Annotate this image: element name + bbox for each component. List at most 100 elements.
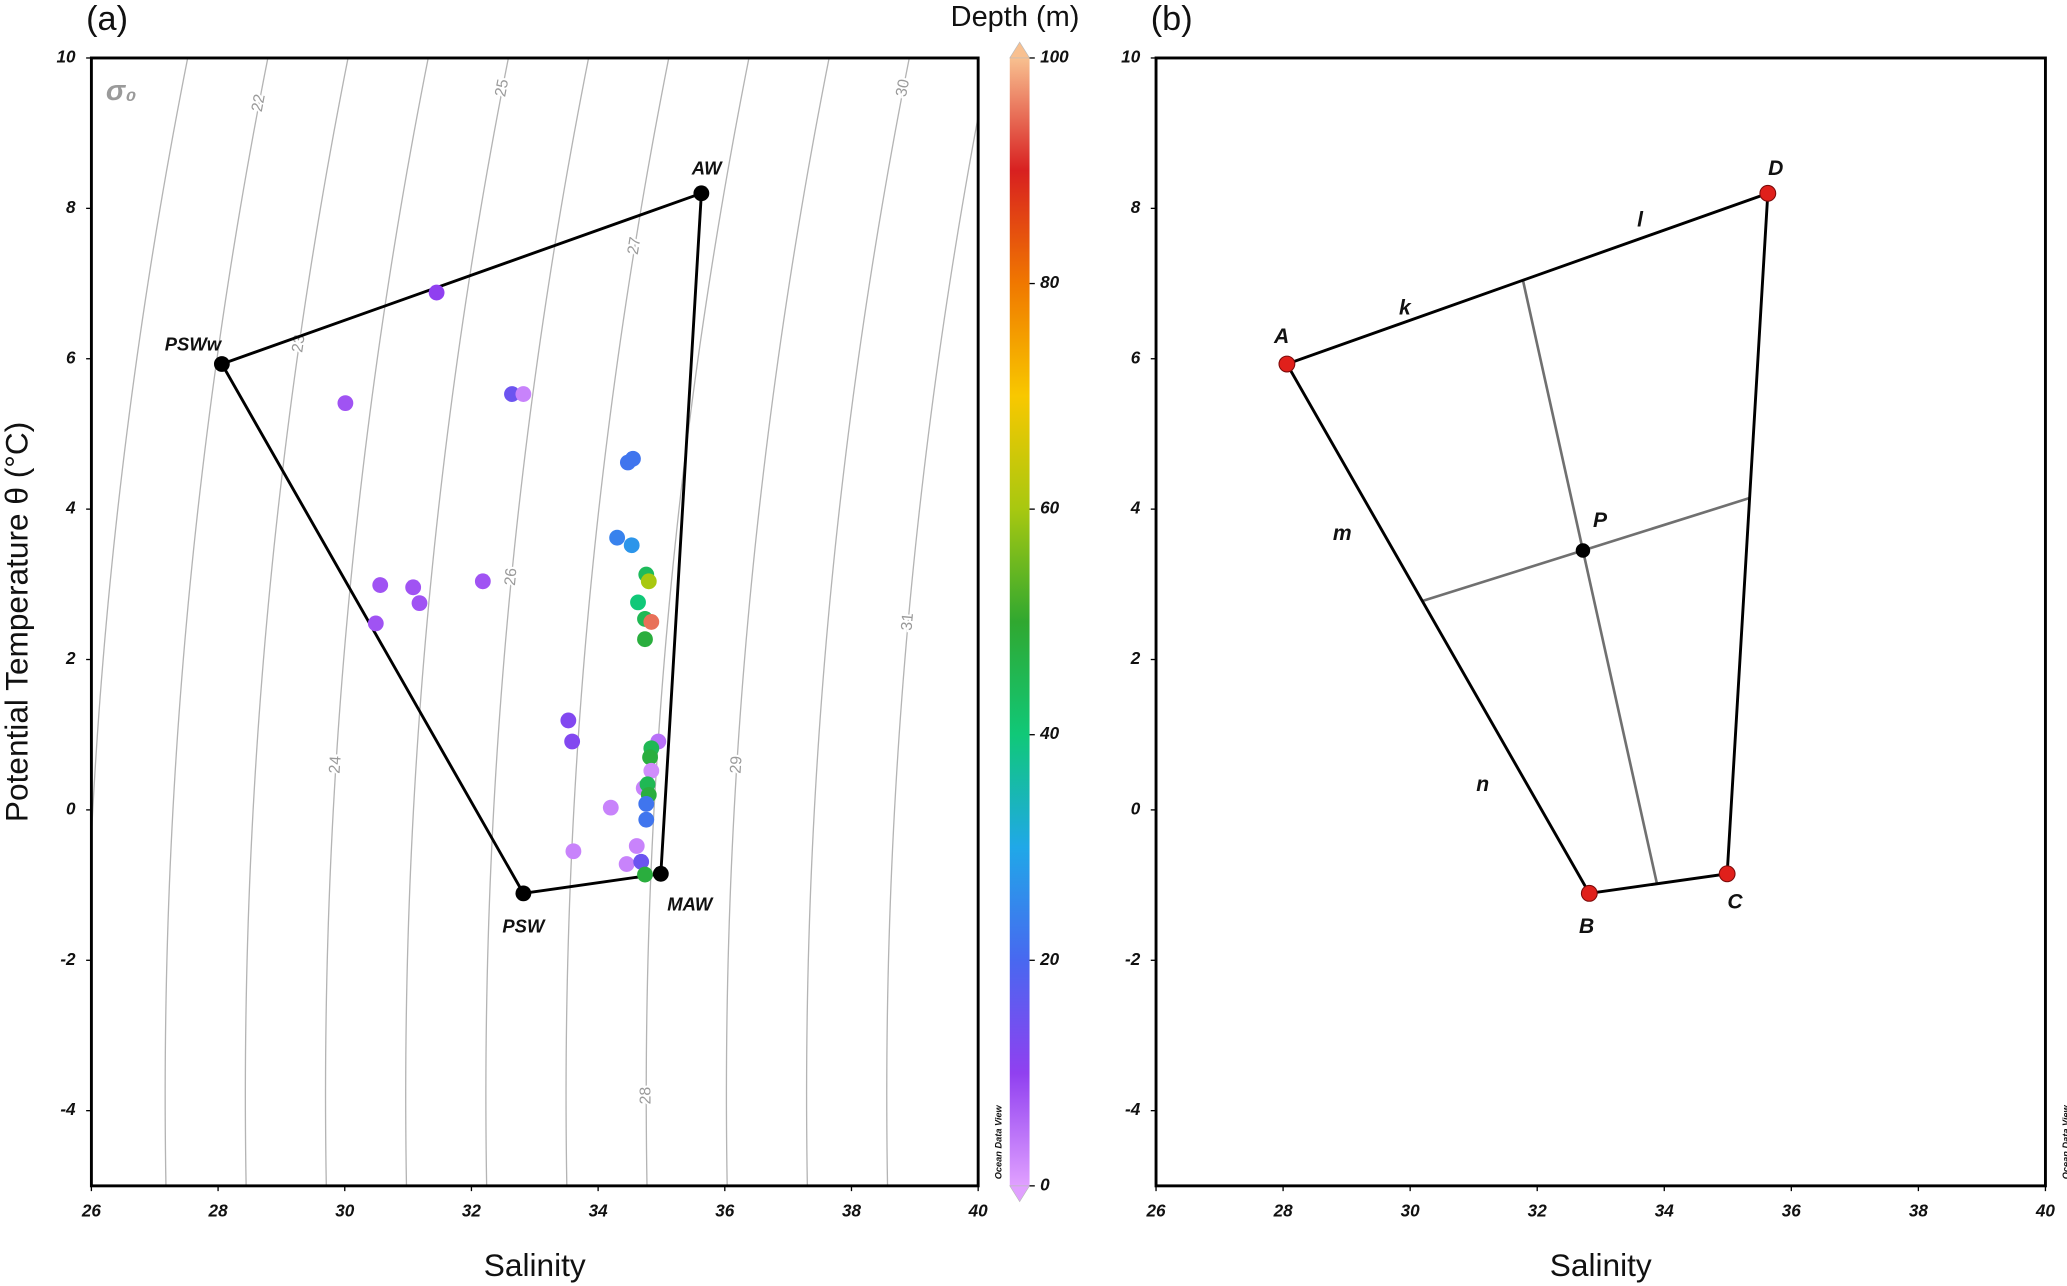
x-tick-label: 28 <box>208 1202 229 1221</box>
x-tick-label: 30 <box>335 1202 355 1221</box>
sample-point <box>405 579 422 596</box>
sample-point <box>474 573 491 590</box>
panel-label: (a) <box>86 0 128 38</box>
isopycnal-label: 27 <box>625 236 645 256</box>
y-tick-label: 6 <box>66 348 76 367</box>
y-tick-label: 4 <box>65 499 76 518</box>
endmember-point <box>652 865 669 882</box>
segment-label: m <box>1333 522 1352 545</box>
sample-point <box>630 594 646 611</box>
isopycnal <box>725 57 830 1186</box>
endmember-label: D <box>1768 157 1783 180</box>
y-tick-label: 0 <box>66 799 76 818</box>
y-tick-label: 0 <box>1131 799 1141 818</box>
isopycnal <box>164 57 269 1186</box>
sample-point <box>428 284 445 301</box>
colorbar-tick-label: 0 <box>1040 1175 1050 1194</box>
sample-point <box>625 450 641 467</box>
isopycnal <box>324 57 429 1186</box>
sample-point <box>637 866 653 883</box>
endmember-point <box>693 185 710 202</box>
endmember-point <box>213 356 230 372</box>
y-tick-label: -2 <box>60 950 76 969</box>
x-tick-label: 26 <box>81 1202 102 1221</box>
sample-point <box>560 712 577 729</box>
colorbar <box>1009 57 1030 1186</box>
endmember-label: PSW <box>502 915 546 936</box>
isopycnal-label: 22 <box>249 93 269 113</box>
x-tick-label: 38 <box>1909 1202 1929 1221</box>
endmember-label: C <box>1727 890 1743 913</box>
isopycnal <box>565 57 670 1186</box>
sample-point <box>623 537 640 554</box>
isopycnal <box>645 57 750 1186</box>
endmember-label: AW <box>691 157 723 178</box>
endmember-point <box>1759 184 1777 202</box>
colorbar-top-extension <box>1009 41 1031 59</box>
endmember-label: PSWw <box>165 333 223 354</box>
sample-point <box>628 838 645 854</box>
isopycnal-label: 24 <box>327 755 345 774</box>
construction-line <box>1521 279 1659 885</box>
y-tick-label: 6 <box>1131 348 1141 367</box>
isopycnal-label: 25 <box>492 78 512 99</box>
colorbar-tick-label: 60 <box>1040 499 1060 518</box>
segment-label: l <box>1637 209 1644 232</box>
sample-point <box>640 573 657 590</box>
sample-point <box>565 843 582 860</box>
x-tick-label: 34 <box>1655 1202 1675 1221</box>
sample-point <box>367 615 384 632</box>
y-tick-label: 8 <box>66 198 76 217</box>
x-tick-label: 40 <box>968 1202 989 1221</box>
isopycnal-label: 30 <box>893 78 913 99</box>
segment-label: k <box>1399 297 1412 320</box>
x-tick-label: 36 <box>1782 1202 1802 1221</box>
endmember-point <box>1718 865 1736 883</box>
isopycnal <box>805 57 910 1186</box>
x-tick-label: 26 <box>1146 1202 1167 1221</box>
y-tick-label: 2 <box>65 649 76 668</box>
sample-point <box>411 595 428 612</box>
endmember-label: B <box>1579 915 1594 938</box>
endmember-point <box>1580 884 1598 902</box>
x-tick-label: 32 <box>1528 1202 1548 1221</box>
x-tick-label: 36 <box>715 1202 735 1221</box>
sample-point <box>372 577 389 593</box>
sample-point <box>609 529 626 546</box>
sample-point <box>637 631 653 648</box>
x-tick-label: 32 <box>462 1202 482 1221</box>
segment-label: n <box>1476 773 1489 796</box>
isopycnal <box>886 113 979 1186</box>
x-tick-label: 40 <box>2035 1202 2056 1221</box>
isopycnal <box>405 57 510 1186</box>
x-tick-label: 38 <box>842 1202 862 1221</box>
isopycnal <box>244 57 349 1186</box>
y-tick-label: 4 <box>1130 499 1141 518</box>
x-axis-label: Salinity <box>1550 1247 1652 1283</box>
isopycnal-label: 29 <box>727 755 745 774</box>
sample-point <box>633 853 650 870</box>
endmember-point <box>1278 355 1296 373</box>
sample-point <box>638 811 655 828</box>
panel-label: (b) <box>1151 0 1193 38</box>
isopycnal <box>485 57 590 1186</box>
mixture-point <box>1575 543 1591 558</box>
y-axis-label: Potential Temperature θ (°C) <box>0 422 34 822</box>
colorbar-bottom-extension <box>1009 1185 1031 1203</box>
mixture-label: P <box>1593 509 1608 532</box>
colorbar-tick-label: 20 <box>1039 950 1060 969</box>
sample-point <box>504 386 520 402</box>
x-tick-label: 34 <box>589 1202 609 1221</box>
isopycnal <box>91 57 189 850</box>
sample-point <box>643 614 660 630</box>
x-tick-label: 28 <box>1273 1202 1294 1221</box>
sample-point <box>618 856 635 872</box>
isopycnal-symbol: σ₀ <box>106 75 137 107</box>
colorbar-tick-label: 80 <box>1040 273 1060 292</box>
x-tick-label: 30 <box>1401 1202 1421 1221</box>
watermark: Ocean Data View <box>994 1104 1004 1179</box>
y-tick-label: 10 <box>1121 47 1141 66</box>
sample-point <box>643 762 660 779</box>
